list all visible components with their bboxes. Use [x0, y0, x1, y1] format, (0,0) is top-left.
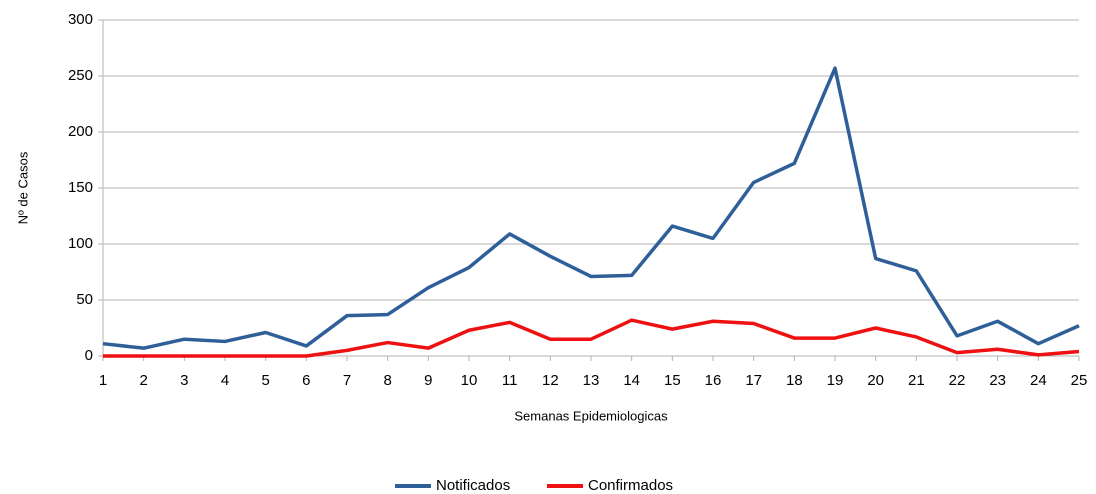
x-tick-label: 5: [261, 372, 269, 389]
x-tick-label: 24: [1030, 372, 1047, 389]
x-tick-label: 7: [343, 372, 351, 389]
legend-label: Confirmados: [588, 477, 673, 494]
y-tick-label: 0: [85, 347, 93, 364]
legend-label: Notificados: [436, 477, 510, 494]
x-tick-label: 18: [786, 372, 803, 389]
y-tick-label: 250: [68, 67, 93, 84]
x-tick-label: 2: [139, 372, 147, 389]
x-tick-label: 22: [949, 372, 966, 389]
y-tick-label: 100: [68, 235, 93, 252]
x-tick-label: 10: [461, 372, 478, 389]
x-tick-label: 21: [908, 372, 925, 389]
y-tick-label: 300: [68, 11, 93, 28]
x-tick-label: 3: [180, 372, 188, 389]
x-tick-label: 17: [745, 372, 762, 389]
x-tick-label: 13: [583, 372, 600, 389]
x-tick-label: 8: [383, 372, 391, 389]
x-tick-label: 14: [623, 372, 640, 389]
x-tick-label: 9: [424, 372, 432, 389]
x-tick-label: 15: [664, 372, 681, 389]
y-tick-label: 150: [68, 179, 93, 196]
series-line: [103, 318, 1080, 358]
x-tick-label: 16: [705, 372, 722, 389]
y-tick-label: 50: [76, 291, 93, 308]
x-tick-label: 23: [989, 372, 1006, 389]
x-tick-label: 6: [302, 372, 310, 389]
x-tick-label: 20: [867, 372, 884, 389]
y-tick-label: 200: [68, 123, 93, 140]
series-line: [102, 66, 1080, 350]
x-tick-label: 11: [502, 372, 518, 389]
x-tick-label: 1: [99, 372, 107, 389]
x-tick-label: 25: [1071, 372, 1088, 389]
x-axis-label: Semanas Epidemiologicas: [514, 408, 668, 423]
x-tick-label: 12: [542, 372, 559, 389]
x-tick-label: 4: [221, 372, 229, 389]
x-tick-label: 19: [827, 372, 844, 389]
y-axis-label: Nº de Casos: [15, 151, 30, 224]
